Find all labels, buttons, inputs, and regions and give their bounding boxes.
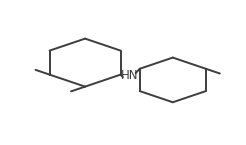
Text: HN: HN — [121, 69, 138, 81]
